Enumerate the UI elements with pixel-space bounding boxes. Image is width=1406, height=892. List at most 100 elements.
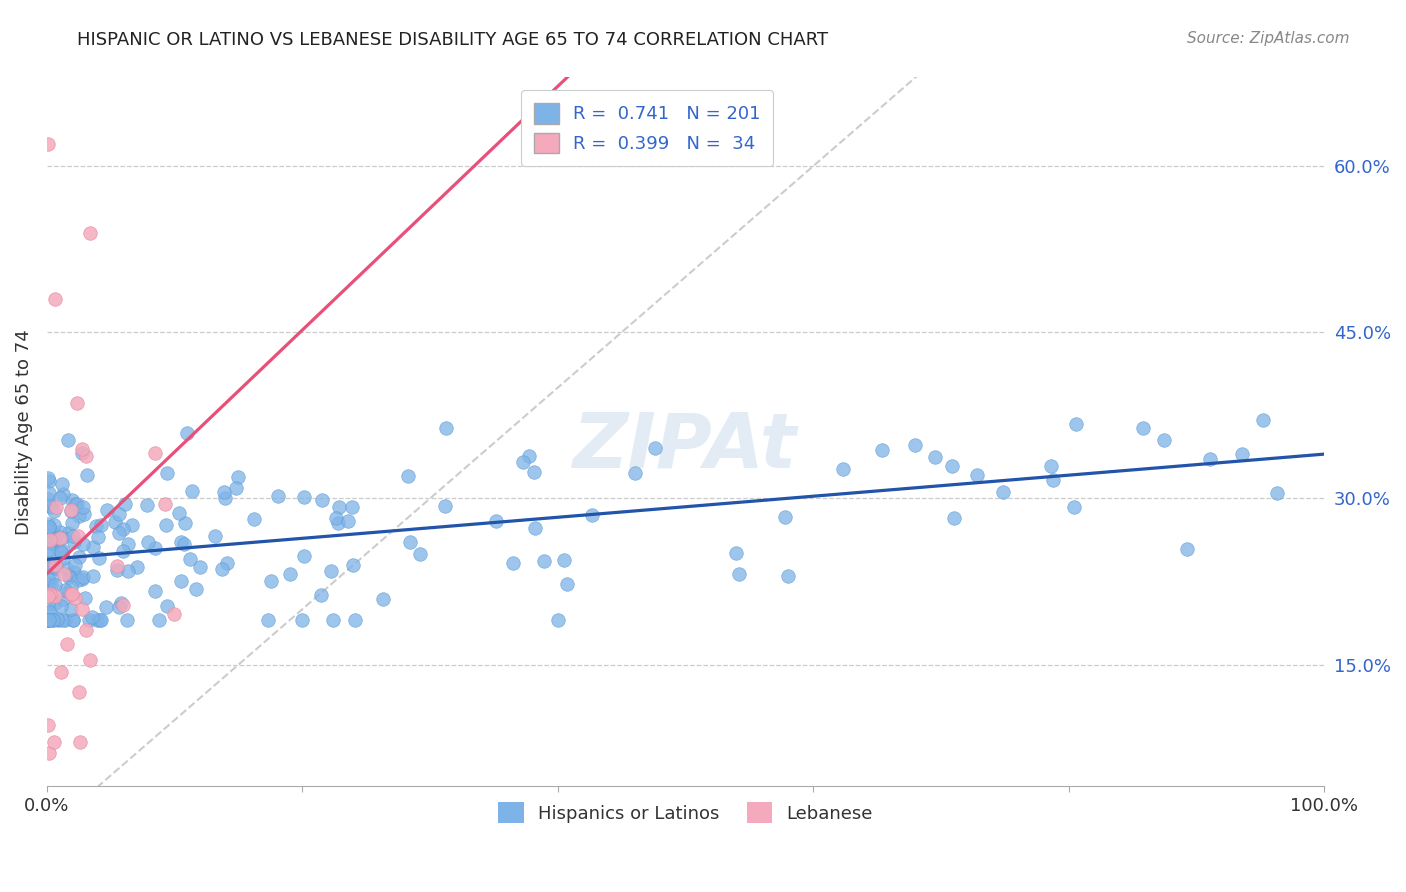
Point: [278, 566, 301, 581]
Point: [110, 596, 132, 610]
Point: [38, 549, 60, 563]
Point: [523, 521, 546, 535]
Point: [63, 558, 86, 573]
Point: [904, 437, 927, 451]
Point: [105, 558, 128, 573]
Point: [44, 292, 66, 306]
Point: [70, 446, 93, 460]
Point: [86, 519, 108, 533]
Point: [51, 531, 73, 545]
Point: [1175, 542, 1198, 557]
Point: [72, 500, 94, 515]
Point: [517, 449, 540, 463]
Point: [37, 613, 59, 627]
Point: [107, 507, 129, 521]
Point: [56, 525, 79, 540]
Point: [37, 607, 59, 621]
Point: [111, 598, 134, 612]
Point: [114, 497, 136, 511]
Point: [155, 517, 177, 532]
Point: [72, 569, 94, 583]
Point: [76, 468, 98, 483]
Point: [38, 746, 60, 760]
Point: [59, 502, 82, 516]
Point: [309, 588, 332, 602]
Point: [1198, 451, 1220, 466]
Point: [169, 506, 191, 520]
Point: [90, 613, 112, 627]
Point: [69, 735, 91, 749]
Y-axis label: Disability Age 65 to 74: Disability Age 65 to 74: [15, 329, 32, 535]
Point: [184, 582, 207, 596]
Point: [82, 540, 104, 554]
Point: [63, 497, 86, 511]
Point: [176, 425, 198, 440]
Point: [291, 613, 314, 627]
Point: [44, 589, 66, 603]
Point: [38, 486, 60, 500]
Point: [41, 578, 63, 592]
Point: [60, 587, 83, 601]
Point: [1039, 458, 1062, 473]
Point: [135, 498, 157, 512]
Point: [44, 578, 66, 592]
Point: [105, 563, 128, 577]
Point: [37, 498, 59, 512]
Point: [143, 541, 166, 556]
Point: [51, 613, 73, 627]
Point: [87, 551, 110, 566]
Point: [143, 583, 166, 598]
Point: [108, 599, 131, 614]
Point: [37, 613, 59, 627]
Point: [41, 569, 63, 583]
Point: [117, 537, 139, 551]
Point: [39, 533, 62, 547]
Point: [319, 564, 342, 578]
Point: [399, 535, 422, 549]
Point: [53, 583, 76, 598]
Point: [37, 589, 59, 603]
Text: ZIPAt: ZIPAt: [574, 409, 797, 483]
Point: [70, 442, 93, 457]
Point: [62, 516, 84, 530]
Point: [45, 500, 67, 514]
Point: [37, 471, 59, 485]
Point: [63, 566, 86, 580]
Point: [38, 587, 60, 601]
Point: [292, 549, 315, 564]
Point: [51, 546, 73, 560]
Point: [49, 531, 72, 545]
Point: [256, 613, 278, 627]
Point: [44, 558, 66, 572]
Point: [1132, 421, 1154, 435]
Point: [82, 569, 104, 583]
Point: [51, 545, 73, 559]
Point: [37, 596, 59, 610]
Point: [214, 485, 236, 500]
Point: [75, 623, 97, 637]
Point: [117, 565, 139, 579]
Point: [37, 571, 59, 585]
Point: [37, 523, 59, 537]
Point: [67, 529, 90, 543]
Point: [148, 613, 170, 627]
Point: [728, 567, 751, 582]
Point: [44, 529, 66, 543]
Point: [1265, 486, 1288, 500]
Point: [555, 576, 578, 591]
Point: [39, 536, 62, 550]
Point: [136, 535, 159, 549]
Point: [46, 613, 69, 627]
Point: [45, 561, 67, 575]
Point: [325, 511, 347, 525]
Point: [111, 543, 134, 558]
Point: [217, 556, 239, 570]
Point: [66, 395, 89, 409]
Point: [1232, 447, 1254, 461]
Point: [42, 613, 65, 627]
Point: [37, 555, 59, 569]
Text: HISPANIC OR LATINO VS LEBANESE DISABILITY AGE 65 TO 74 CORRELATION CHART: HISPANIC OR LATINO VS LEBANESE DISABILIT…: [77, 31, 828, 49]
Point: [943, 510, 966, 524]
Point: [51, 599, 73, 613]
Point: [485, 514, 508, 528]
